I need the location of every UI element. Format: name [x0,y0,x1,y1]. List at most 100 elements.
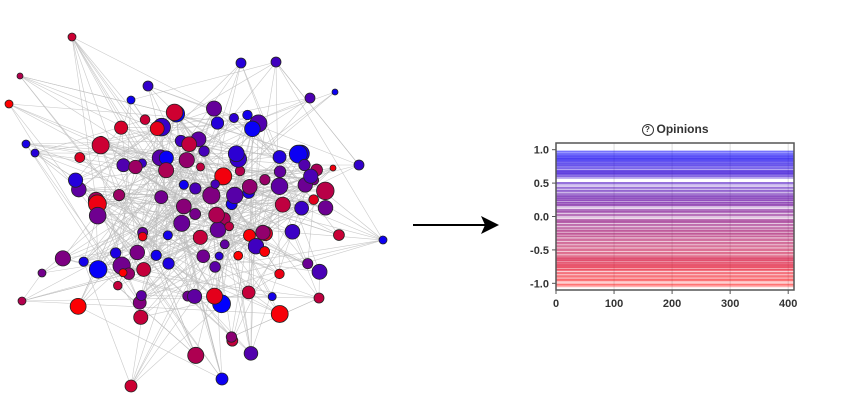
network-edge [155,255,197,356]
network-node [129,244,145,261]
network-edge [307,199,314,264]
network-node [206,287,223,305]
network-node [88,260,108,279]
network-node [243,346,259,361]
network-node [274,196,291,213]
network-edge [228,226,252,354]
network-node [162,257,175,270]
chart-title-text: Opinions [656,122,709,136]
x-tick-label: 100 [605,298,623,310]
network-edge [97,203,157,256]
network-edge [119,190,326,196]
network-edge [142,236,320,299]
network-edge [279,156,340,236]
network-node [214,167,233,186]
network-node [259,246,271,257]
network-edge [130,61,277,101]
network-node [189,182,202,195]
question-circle-icon[interactable]: ? [641,124,654,136]
network-node [149,121,165,136]
network-edge [238,255,280,275]
network-node [313,292,325,304]
network-node [210,116,225,130]
network-edge [240,62,302,209]
network-node [298,158,311,172]
network-edge [71,36,215,110]
network-node [206,100,222,117]
network-node [316,181,335,201]
network-node [270,305,289,323]
network-edge [71,36,97,201]
network-node [333,229,345,241]
network-edge [139,256,204,303]
network-node [126,95,136,105]
y-tick-label: 0.0 [534,212,549,224]
network-edge [248,128,253,293]
network-edge [239,91,336,172]
network-node [331,88,339,96]
network-node [270,56,282,68]
network-edge [183,108,215,207]
network-node [113,188,126,202]
network-node [202,186,221,205]
network-edge [21,273,129,302]
y-tick-label: 1.0 [534,145,549,157]
network-edge [21,272,43,302]
y-tick-label: -1.0 [530,278,549,290]
network-node [288,144,308,164]
network-node [16,72,24,80]
network-node [91,136,110,155]
network-node [224,221,235,232]
network-node [118,268,128,278]
network-node [135,290,147,301]
network-edge [198,138,301,154]
network-edge [97,157,161,216]
network-node [303,168,319,184]
network-edge [8,103,320,273]
network-node [196,249,211,264]
network-node [158,162,175,179]
network-edge [98,269,188,297]
network-node [311,263,328,280]
network-node [74,152,86,163]
network-node [209,261,221,273]
network-edge [100,145,197,356]
network-edge [141,156,280,296]
x-tick-label: 0 [553,298,559,310]
opinion-network-graph [4,32,388,393]
network-node [114,120,129,135]
network-node [272,150,287,164]
network-node [241,285,256,300]
network-node [259,174,271,186]
network-edge [231,61,277,338]
network-edge [171,113,302,154]
network-node [133,309,149,325]
network-edge [141,239,384,296]
network-node [176,198,192,215]
network-edge [100,144,161,159]
network-node [67,32,77,42]
network-node [274,268,285,280]
network-node [113,280,123,291]
network-edge [71,36,167,171]
network-node [17,296,27,306]
network-edge [119,171,281,196]
network-node [192,229,208,245]
y-tick-label: -0.5 [530,245,549,257]
network-node [242,109,253,121]
network-node [165,103,184,122]
network-node [244,120,261,138]
network-node [229,113,239,123]
network-node [178,179,189,190]
x-tick-label: 300 [721,298,739,310]
network-node [226,186,244,205]
network-edge [97,169,167,216]
network-node [208,206,225,224]
network-node [270,177,289,195]
network-node [219,239,230,250]
network-edge [34,152,196,215]
network-node [241,178,258,195]
network-node [214,251,224,261]
network-edge [19,75,172,114]
x-tick-label: 400 [779,298,797,310]
